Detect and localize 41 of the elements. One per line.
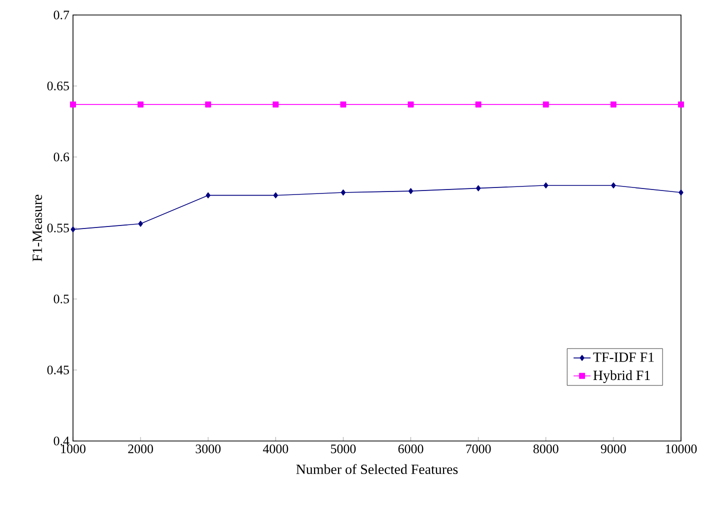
point <box>206 192 210 198</box>
x-tick-label: 2000 <box>128 444 154 454</box>
point <box>340 190 346 196</box>
legend-label: Hybrid F1 <box>593 370 650 383</box>
point <box>678 190 684 196</box>
point <box>475 101 482 108</box>
point <box>138 220 143 227</box>
y-tick-label: 0.5 <box>54 294 69 304</box>
x-tick-label: 7000 <box>466 444 491 454</box>
x-tick-label: 5000 <box>331 444 356 454</box>
point <box>205 101 212 108</box>
y-tick-label: 0.65 <box>47 82 69 90</box>
y-axis-title: F1-Measure <box>32 194 42 262</box>
point <box>476 185 481 192</box>
point <box>678 101 684 108</box>
y-tick-label: 0.6 <box>54 152 70 162</box>
point <box>542 101 549 108</box>
x-tick-label: 4000 <box>262 444 288 454</box>
y-tick-label: 0.7 <box>54 10 70 20</box>
point <box>544 182 548 188</box>
legend-label: TF-IDF F1 <box>593 352 654 362</box>
point <box>273 192 278 198</box>
y-tick-label: 0.55 <box>47 224 69 232</box>
x-tick-label: 9000 <box>600 444 626 454</box>
x-tick-label: 8000 <box>533 444 558 454</box>
point <box>272 101 279 108</box>
y-tick-label: 0.45 <box>47 366 69 374</box>
point <box>70 101 76 108</box>
x-axis-title: Number of Selected Features <box>296 464 458 474</box>
point <box>340 101 346 108</box>
x-tick-label: 10000 <box>666 444 697 454</box>
y-tick-label: 0.4 <box>54 436 70 446</box>
point <box>610 101 616 108</box>
point <box>408 101 414 108</box>
point <box>70 226 76 232</box>
x-tick-label: 6000 <box>398 444 424 454</box>
point <box>138 101 144 108</box>
point <box>408 188 414 194</box>
point <box>611 182 616 188</box>
x-tick-label: 3000 <box>196 444 221 454</box>
x-tick-label: 1000 <box>61 444 86 454</box>
